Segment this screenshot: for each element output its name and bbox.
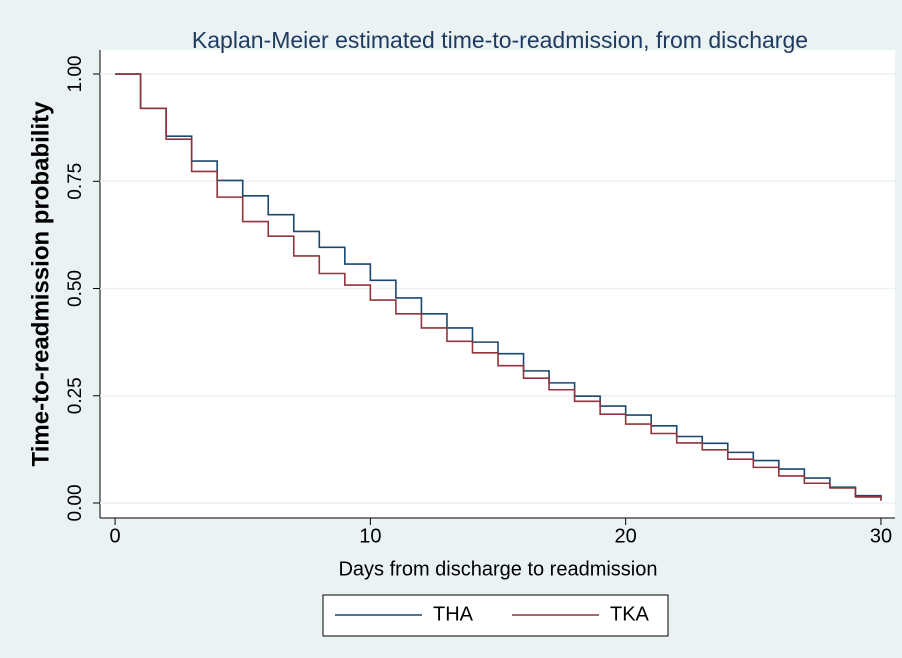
chart-title: Kaplan-Meier estimated time-to-readmissi… — [192, 27, 808, 53]
legend-label: TKA — [610, 603, 650, 625]
x-tick-label: 0 — [110, 525, 121, 547]
y-tick-label: 0.50 — [65, 270, 86, 307]
x-axis-title: Days from discharge to readmission — [338, 558, 657, 580]
y-tick-label: 1.00 — [65, 56, 86, 93]
x-tick-label: 20 — [615, 525, 637, 547]
y-tick-label: 0.00 — [65, 484, 86, 521]
legend-label: THA — [433, 603, 474, 625]
km-curve — [115, 73, 882, 501]
x-tick-label: 10 — [359, 525, 381, 547]
y-axis-title: Time-to-readmission probability — [27, 101, 54, 467]
y-tick-label: 0.75 — [65, 163, 86, 200]
x-tick-label: 30 — [870, 525, 892, 547]
y-tick-label: 0.25 — [65, 377, 86, 414]
plot-area — [100, 50, 895, 518]
